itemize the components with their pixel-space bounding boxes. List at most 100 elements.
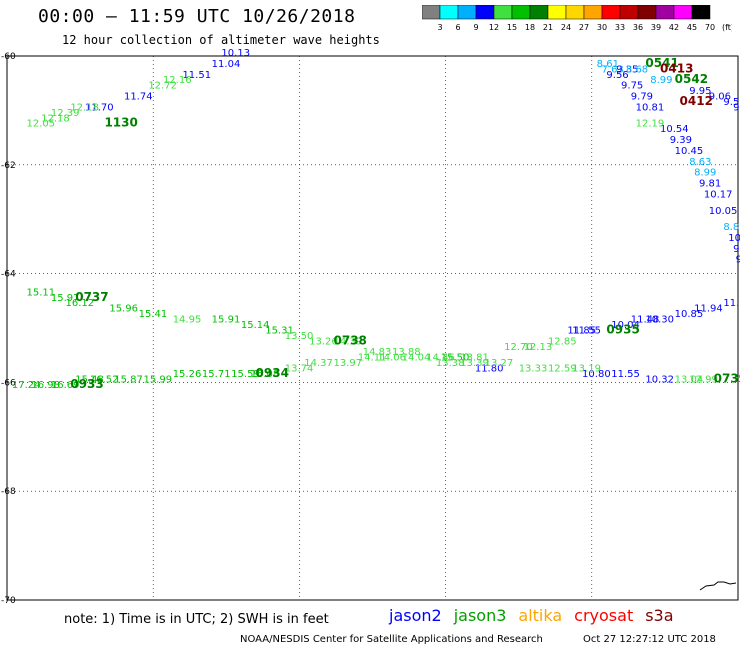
colorbar-label: 21 xyxy=(543,23,553,32)
data-point-label: 15.97 xyxy=(51,293,80,304)
colorbar-swatch xyxy=(691,5,711,20)
data-point-label: 11.96 xyxy=(723,298,740,309)
data-point-label: 15.48 xyxy=(75,374,104,385)
data-point-label: 9.1 xyxy=(733,244,740,255)
data-point-label: 13.81 xyxy=(460,353,489,364)
data-point-label: 15.96 xyxy=(109,304,138,315)
data-point-label: 9.53 xyxy=(723,97,740,108)
data-point-label: 15.08 xyxy=(251,369,280,380)
data-point-label: 7.80 xyxy=(738,380,740,391)
colorbar-label: 70 xyxy=(705,23,715,32)
note-text: note: 1) Time is in UTC; 2) SWH is in fe… xyxy=(64,612,329,627)
coastline xyxy=(699,581,737,591)
data-point-label: 10.81 xyxy=(636,102,665,113)
data-point-label: 12.05 xyxy=(26,119,55,130)
legend-item-altika: altika xyxy=(518,606,563,625)
y-tick-label: -68 xyxy=(1,487,16,497)
data-point-label: 10.05 xyxy=(709,206,738,217)
time-label: 0737 xyxy=(75,290,108,304)
data-point-label: 11.74 xyxy=(124,92,153,103)
data-point-label: 12.16 xyxy=(163,75,192,86)
data-point-label: 13.38 xyxy=(436,358,465,369)
y-tick-label: -66 xyxy=(1,378,16,388)
data-point-label: 15.14 xyxy=(241,320,270,331)
data-point-label: 9.95 xyxy=(689,86,711,97)
data-point-label: 14.83 xyxy=(363,347,392,358)
time-label: 1130 xyxy=(104,116,137,130)
data-point-label: 9.81 xyxy=(699,179,721,190)
data-point-label: 9.75 xyxy=(621,81,643,92)
data-point-label: 11.55 xyxy=(572,325,601,336)
data-point-label: 10.22 xyxy=(728,233,740,244)
data-point-label: 11.51 xyxy=(182,70,211,81)
time-label: 0541 xyxy=(645,56,678,70)
data-point-label: 10.32 xyxy=(645,374,674,385)
colorbar-label: 18 xyxy=(525,23,535,32)
data-point-label: 14.37 xyxy=(304,358,333,369)
legend-item-s3a: s3a xyxy=(645,606,674,625)
data-point-label: 8.99 xyxy=(650,75,672,86)
legend-item-jason2: jason2 xyxy=(389,606,442,625)
colorbar-label: 45 xyxy=(687,23,697,32)
y-tick-label: -62 xyxy=(1,161,16,171)
data-point-label: 16.69 xyxy=(51,380,80,391)
colorbar-label: 36 xyxy=(633,23,643,32)
colorbar-label: 39 xyxy=(651,23,661,32)
data-point-label: 11.80 xyxy=(475,364,504,375)
data-point-label: 13.19 xyxy=(572,364,601,375)
y-tick-label: -64 xyxy=(1,270,16,280)
time-label: 0412 xyxy=(680,94,713,108)
time-label: 0739 xyxy=(714,371,740,385)
data-point-label: 14.46 xyxy=(426,353,455,364)
data-point-label: 11.48 xyxy=(631,315,660,326)
legend-item-cryosat: cryosat xyxy=(574,606,634,625)
colorbar-label: 42 xyxy=(669,23,679,32)
footer-timestamp: Oct 27 12:27:12 UTC 2018 xyxy=(583,634,716,645)
colorbar-label: (ft) xyxy=(722,23,732,32)
data-point-label: 11.94 xyxy=(694,304,723,315)
data-point-label: 15.99 xyxy=(143,374,172,385)
data-point-label: 13.27 xyxy=(485,358,514,369)
data-point-label: 16.52 xyxy=(90,374,119,385)
data-point-label: 8.99 xyxy=(694,168,716,179)
colorbar-label: 27 xyxy=(579,23,589,32)
colorbar-label: 3 xyxy=(437,23,442,32)
data-point-label: 9.39 xyxy=(670,135,692,146)
time-label: 0935 xyxy=(606,322,639,336)
data-point-label: 12.13 xyxy=(524,342,553,353)
data-point-label: 10.45 xyxy=(675,146,704,157)
data-point-label: 10.17 xyxy=(704,189,733,200)
data-point-label: 11.85 xyxy=(567,325,596,336)
data-point-label: 14.06 xyxy=(377,353,406,364)
legend-item-jason3: jason3 xyxy=(453,606,507,625)
data-point-label: 13.39 xyxy=(460,358,489,369)
data-point-label: 13.97 xyxy=(334,358,363,369)
data-point-label: 15.87 xyxy=(114,374,143,385)
data-point-label: 14.11 xyxy=(358,353,387,364)
data-point-label: 8.63 xyxy=(689,157,711,168)
time-label: 0738 xyxy=(334,333,367,347)
data-point-label: 9.35 xyxy=(616,64,638,75)
data-point-label: 12.99 xyxy=(689,374,718,385)
data-point-label: 16.98 xyxy=(31,380,60,391)
chart-subtitle: 12 hour collection of altimeter wave hei… xyxy=(62,33,380,47)
data-point-label: 13.50 xyxy=(285,331,314,342)
data-point-label: 12.18 xyxy=(70,102,99,113)
time-label: 0934 xyxy=(256,366,289,380)
data-point-label: 10.80 xyxy=(582,369,611,380)
data-point-label: 12.85 xyxy=(548,336,577,347)
data-point-label: 15.59 xyxy=(231,369,260,380)
y-tick-label: -60 xyxy=(1,52,16,62)
data-point-label: 16.12 xyxy=(65,298,94,309)
plot-area: -90-87-84-81-78-75-60-62-64-66-68-7011.7… xyxy=(1,48,740,605)
time-label: 0933 xyxy=(70,377,103,391)
data-point-label: 13.33 xyxy=(519,364,548,375)
colorbar-label: 12 xyxy=(489,23,499,32)
data-point-label: 15.91 xyxy=(212,315,241,326)
data-point-label: 10.54 xyxy=(660,124,689,135)
data-point-label: 15.11 xyxy=(26,287,55,298)
data-point-label: 11.04 xyxy=(212,59,241,70)
colorbar-label: 24 xyxy=(561,23,571,32)
